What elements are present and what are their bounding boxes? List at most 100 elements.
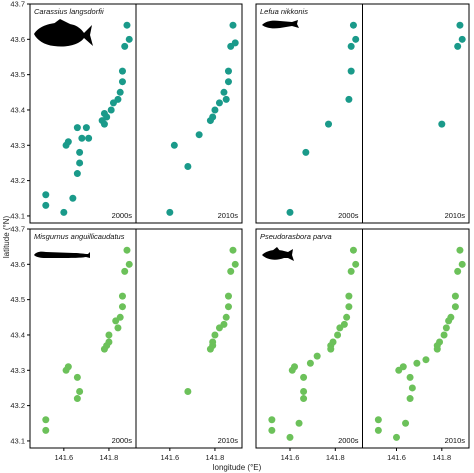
y-tick-label: 43.6 [10,260,25,269]
sampling-point [73,124,81,132]
sampling-point [100,120,108,128]
loach-silhouette-icon [262,20,299,29]
minnow-dorsal-fin [272,247,280,251]
y-tick-label: 43.1 [10,436,25,445]
y-tick-label: 43.4 [10,105,25,114]
sampling-point [349,246,357,254]
sampling-point [352,260,360,268]
sampling-point [347,267,355,275]
sampling-point [402,419,410,427]
species-name: Lefua nikkonis [260,7,308,16]
y-tick-label: 43.7 [10,225,25,234]
y-axis-title: latitude (°N) [2,216,11,259]
sampling-point [313,352,321,360]
decade-label: 2000s [338,211,359,220]
minnow-silhouette-icon [262,247,294,261]
sampling-point [300,395,308,403]
sampling-point [408,384,416,392]
sampling-point [374,426,382,434]
sampling-point [76,148,84,156]
sampling-point [73,373,81,381]
sampling-point [268,426,276,434]
sampling-point [42,426,50,434]
sampling-point [451,303,459,311]
sampling-point [268,416,276,424]
sampling-point [222,95,230,103]
sampling-point [100,110,108,117]
sampling-point [392,433,400,441]
y-tick-label: 43.2 [10,176,25,185]
species-name: Pseudorasbora parva [260,232,332,241]
panel-2010s: 2010s 141.6 141.8 [362,228,470,462]
sampling-point [123,21,131,29]
sampling-point [302,148,310,156]
sampling-point [229,246,237,254]
sampling-point [300,373,308,381]
panel-2010s: 2010s 141.6 141.8 [135,228,243,462]
x-tick-label: 141.8 [326,453,345,462]
sampling-point [300,387,308,395]
sampling-point [352,35,360,43]
sampling-point [121,267,129,275]
loach-body [262,20,299,29]
sampling-point [82,124,90,132]
panel-frame [135,3,243,224]
sampling-point [206,345,214,353]
sampling-point [73,170,81,178]
sampling-point [349,21,357,29]
panel-frame [255,228,363,449]
sampling-point [170,141,178,149]
sampling-point [76,159,84,167]
species-name: Carassius langsdorfii [34,7,104,16]
sampling-point [433,345,441,353]
minnow-body [262,249,294,261]
decade-label: 2000s [338,436,359,445]
sampling-point [76,387,84,395]
plot-layer: 2000s 43.1 43.2 43.3 43.4 43.5 43.6 43.7 2010s Ca… [10,0,470,462]
sampling-point [445,317,453,325]
sampling-point [406,395,414,403]
sampling-point [42,191,50,199]
panel-frame [135,228,243,449]
panel-2010s: 2010s [135,3,243,224]
sampling-point [345,292,353,300]
sampling-point [295,419,303,427]
sampling-point [118,67,126,75]
x-tick-label: 141.6 [54,453,73,462]
sampling-point [222,313,230,321]
species-name: Misgurnus anguillicaudatus [34,232,125,241]
sampling-point [229,21,237,29]
y-tick-label: 43.3 [10,366,25,375]
sampling-point [227,42,235,50]
x-tick-label: 141.6 [160,453,179,462]
sampling-point [215,324,223,332]
sampling-point [118,292,126,300]
sampling-point [438,120,446,128]
sampling-point [224,78,232,86]
carp-body [34,22,93,47]
sampling-point [206,117,214,125]
sampling-point [166,208,174,216]
sampling-point [184,162,192,170]
sampling-point [125,260,133,268]
sampling-point [458,260,466,268]
x-tick-label: 141.8 [432,453,451,462]
sampling-point [334,331,342,339]
sampling-point [224,67,232,75]
panel-frame [362,228,470,449]
y-tick-label: 43.5 [10,295,25,304]
sampling-point [406,373,414,381]
decade-label: 2010s [218,211,239,220]
sampling-point [451,292,459,300]
sampling-point [306,359,314,367]
species-block: 2000s 2010s Lefua nikkonis [255,3,470,224]
x-tick-label: 141.8 [206,453,225,462]
sampling-point [286,433,294,441]
sampling-point [114,324,122,332]
decade-label: 2000s [112,436,133,445]
sampling-point [458,35,466,43]
panel-frame [255,3,363,224]
sampling-point [123,246,131,254]
sampling-point [62,141,70,149]
sampling-point [42,416,50,424]
